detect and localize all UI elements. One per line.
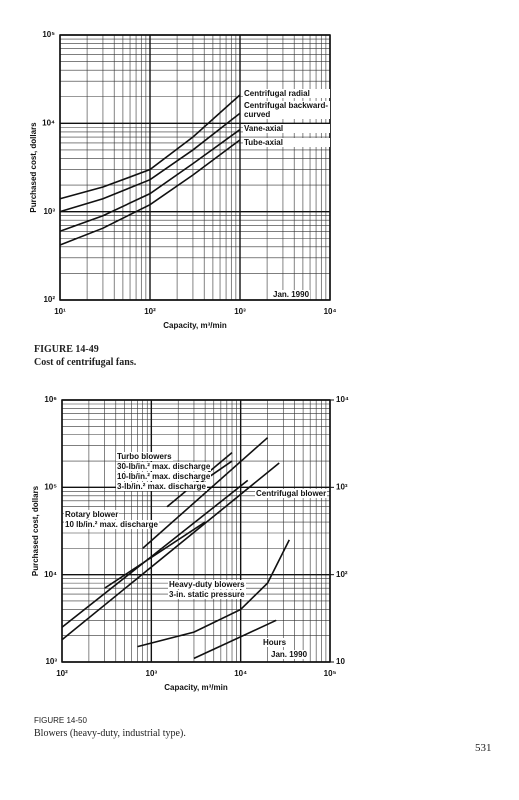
x-axis-label: Capacity, m³/min [164,683,228,692]
annotation: Heavy-duty blowers [168,580,246,589]
y-tick-label: 10⁵ [44,482,57,491]
x-axis-label: Capacity, m³/min [163,321,227,330]
y-tick-label: 10⁴ [42,118,55,127]
note: Jan. 1990 [272,290,311,299]
x-tick-label: 10⁵ [324,669,337,678]
series-line [137,539,290,648]
page-number: 531 [475,742,492,754]
y2-tick-label: 10 [336,657,345,666]
series-line [104,521,206,589]
y-axis-label: Purchased cost, dollars [29,122,38,213]
series-line [59,94,241,200]
y-tick-label: 10³ [45,657,57,666]
x-tick-label: 10² [56,669,68,678]
x-tick-label: 10⁴ [234,669,247,678]
y2-tick-label: 10² [336,570,348,579]
annotation: 10-lb/in.² max. discharge [116,472,212,481]
annotation: Turbo blowers [116,452,173,461]
series-label: Centrifugal radial [243,89,330,98]
annotation: Rotary blower [64,510,120,519]
y2-tick-label: 10⁴ [336,395,349,404]
y-tick-label: 10² [43,295,55,304]
y-axis-label: Purchased cost, dollars [31,485,40,576]
x-tick-label: 10³ [146,669,158,678]
series-label: Tube-axial [243,138,330,147]
annotation: Centrifugal blower [255,489,328,498]
series-line [142,437,269,549]
y-tick-label: 10⁵ [42,30,55,39]
figure-label: FIGURE 14-50 [34,716,87,725]
x-tick-label: 10⁴ [324,307,337,316]
x-tick-label: 10¹ [54,307,66,316]
caption: Blowers (heavy-duty, industrial type). [34,728,186,739]
x-tick-label: 10³ [234,307,246,316]
series-label: Centrifugal backward-curved [243,101,330,119]
caption: Cost of centrifugal fans. [34,357,137,368]
plot-frame [59,34,331,301]
note: Jan. 1990 [270,650,309,659]
x-tick-label: 10² [144,307,156,316]
plot-frame [61,399,331,663]
y-tick-label: 10⁴ [44,570,57,579]
series-line [59,139,241,246]
series-line [59,128,241,233]
series-line [61,479,249,628]
y-tick-label: 10³ [43,207,55,216]
series-line [59,112,241,213]
annotation: 10 lb/in.² max. discharge [64,520,159,529]
annotation: 3-in. static pressure [168,590,246,599]
annotation: 30-lb/in.² max. discharge [116,462,212,471]
series-line [193,619,277,660]
annotation: Hours [262,638,288,647]
annotation: 3-lb/in.² max. discharge [116,482,207,491]
figure-label: FIGURE 14-49 [34,344,99,355]
y2-tick-label: 10³ [336,482,348,491]
series-line [61,462,280,641]
y-tick-label: 10⁶ [44,395,57,404]
series-label: Vane-axial [243,124,330,133]
